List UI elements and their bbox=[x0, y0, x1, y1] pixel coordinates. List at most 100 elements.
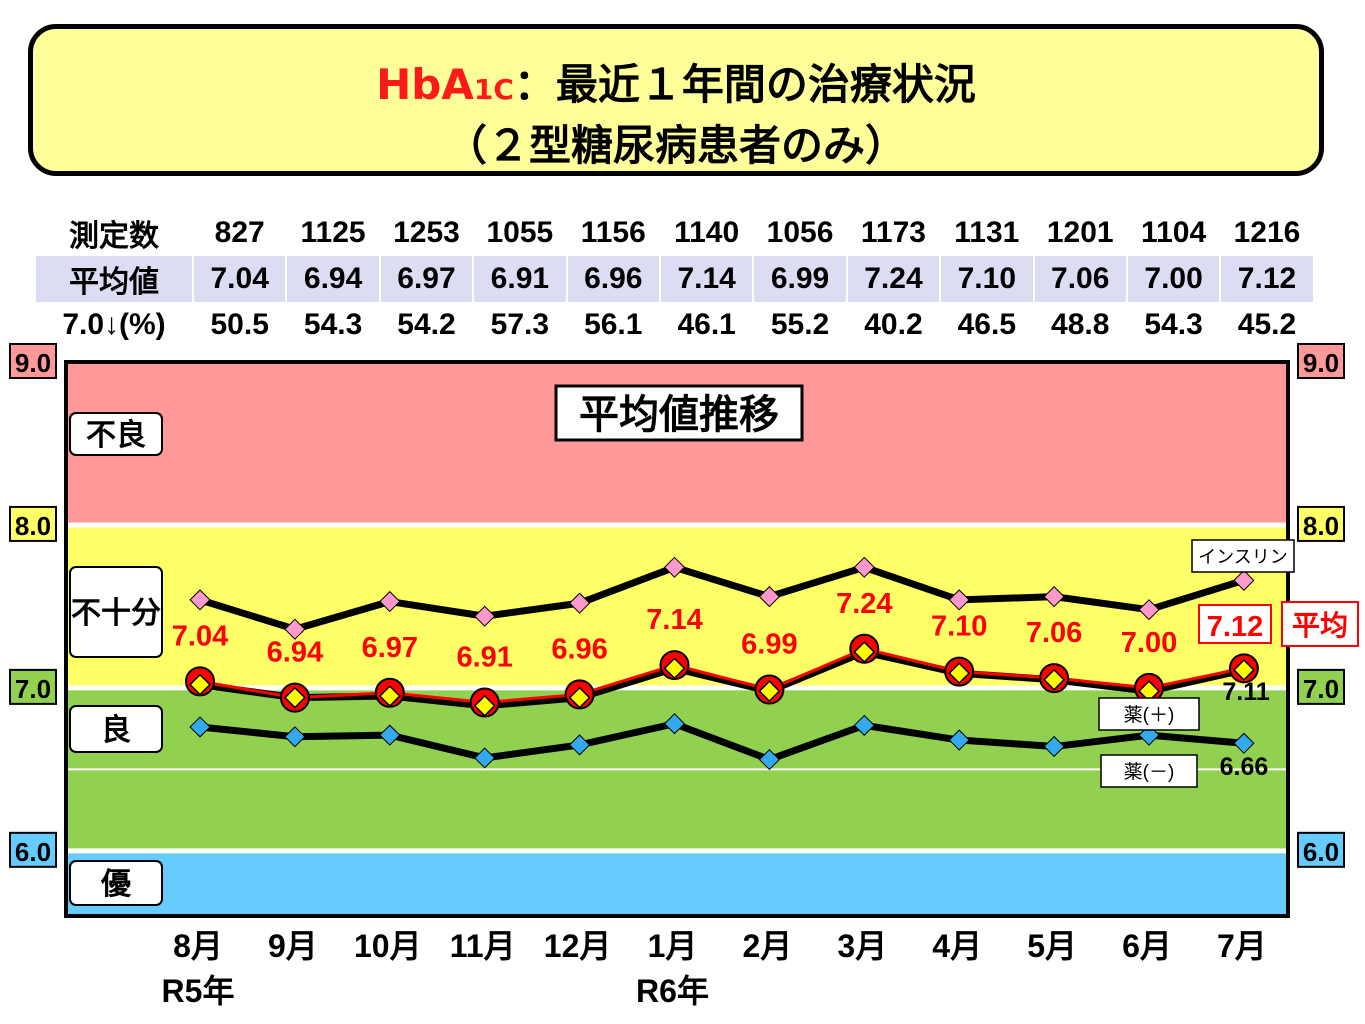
title-text: ：最近１年間の治療状況 bbox=[513, 60, 976, 109]
cell: 827 bbox=[191, 210, 287, 256]
cell: 40.2 bbox=[845, 302, 941, 348]
x-tick-label: 6月 bbox=[1122, 928, 1172, 964]
point-plus bbox=[758, 680, 781, 703]
data-label-average: 7.00 bbox=[1121, 627, 1177, 659]
title-line-1: HbA1C：最近１年間の治療状況 bbox=[33, 59, 1319, 116]
point-insulin bbox=[284, 618, 306, 640]
series-line-minus bbox=[199, 720, 1245, 764]
x-tick-label: 2月 bbox=[742, 928, 792, 964]
x-tick-label: 3月 bbox=[837, 928, 887, 964]
end-label-plus: 7.11 bbox=[1222, 678, 1269, 706]
row-label: 7.0↓(%) bbox=[34, 302, 193, 348]
cell: 7.12 bbox=[1219, 256, 1313, 302]
cell: 45.2 bbox=[1219, 302, 1313, 348]
zone-label-box bbox=[69, 860, 163, 906]
x-year-label: R5年 bbox=[162, 973, 235, 1009]
cell: 1125 bbox=[285, 210, 380, 256]
y-tick-label-right: 8.0 bbox=[1303, 511, 1339, 541]
y-tick-label-left: 7.0 bbox=[15, 674, 51, 704]
zone-label-box bbox=[69, 705, 163, 753]
point-minus bbox=[948, 729, 970, 751]
legend-box-minus bbox=[1100, 754, 1198, 788]
y-tick-label-right: 7.0 bbox=[1303, 674, 1339, 704]
data-label-average: 7.14 bbox=[646, 604, 702, 636]
point-plus bbox=[568, 686, 591, 709]
legend-label-insulin: インスリン bbox=[1198, 547, 1288, 567]
cell: 1104 bbox=[1125, 210, 1221, 256]
series-line-average bbox=[199, 647, 1245, 705]
data-label-average: 6.99 bbox=[741, 629, 797, 661]
point-minus bbox=[663, 713, 686, 735]
legend-label-minus: 薬(－) bbox=[1124, 761, 1175, 783]
series-line-insulin bbox=[198, 563, 1245, 633]
data-label-average: 7.12 bbox=[1207, 611, 1263, 643]
row-label: 平均値 bbox=[34, 256, 193, 302]
legend-label-plus: 薬(＋) bbox=[1124, 704, 1175, 726]
y-tick-box-right bbox=[1297, 668, 1345, 705]
zone-label-box bbox=[69, 412, 163, 456]
point-insulin bbox=[758, 586, 781, 608]
cell: 1156 bbox=[565, 210, 660, 256]
x-tick-label: 11月 bbox=[450, 928, 516, 964]
title-hba: HbA bbox=[376, 60, 474, 109]
y-tick-box-left bbox=[9, 343, 57, 379]
cell: 6.97 bbox=[378, 256, 474, 302]
point-insulin bbox=[663, 556, 686, 578]
zone-label: 良 bbox=[101, 713, 131, 747]
legend-box-plus bbox=[1098, 697, 1200, 731]
legend-label-average: 平均 bbox=[1292, 610, 1348, 641]
data-label-average: 7.06 bbox=[1026, 617, 1082, 649]
cell: 54.2 bbox=[378, 302, 474, 348]
cell: 54.3 bbox=[285, 302, 380, 348]
point-plus bbox=[378, 685, 401, 707]
point-minus bbox=[568, 734, 591, 756]
data-label-average: 6.96 bbox=[551, 633, 607, 665]
cell: 1056 bbox=[752, 210, 847, 256]
stats-row-mean: 平均値 7.04 6.94 6.97 6.91 6.96 7.14 6.99 7… bbox=[34, 256, 1313, 302]
cell: 7.10 bbox=[939, 256, 1034, 302]
data-label-average: 7.04 bbox=[172, 620, 228, 652]
x-tick-label: 12月 bbox=[544, 928, 612, 964]
point-plus bbox=[663, 657, 686, 680]
cell: 55.2 bbox=[752, 302, 847, 348]
cell: 46.5 bbox=[939, 302, 1034, 348]
cell: 46.1 bbox=[658, 302, 754, 348]
point-minus bbox=[1233, 732, 1255, 754]
point-plus bbox=[1138, 680, 1160, 703]
cell: 57.3 bbox=[472, 302, 567, 348]
point-insulin bbox=[568, 592, 591, 614]
data-label-box-average-last bbox=[1198, 604, 1272, 644]
cell: 1131 bbox=[939, 210, 1034, 256]
data-label-average: 7.10 bbox=[931, 611, 987, 643]
data-label-average: 7.24 bbox=[836, 588, 892, 620]
data-label-average: 6.91 bbox=[456, 642, 512, 674]
point-insulin bbox=[1138, 599, 1160, 621]
point-plus bbox=[283, 686, 306, 709]
stats-row-percent: 7.0↓(%) 50.5 54.3 54.2 57.3 56.1 46.1 55… bbox=[34, 302, 1313, 348]
cell: 56.1 bbox=[565, 302, 660, 348]
point-insulin bbox=[1043, 586, 1065, 608]
point-insulin bbox=[853, 556, 875, 578]
cell: 6.94 bbox=[285, 256, 380, 302]
cell: 1173 bbox=[845, 210, 941, 256]
x-tick-label: 10月 bbox=[354, 928, 422, 964]
stats-row-count: 測定数 827 1125 1253 1055 1156 1140 1056 11… bbox=[34, 210, 1313, 256]
cell: 50.5 bbox=[191, 302, 287, 348]
title-hba-sub: 1C bbox=[473, 73, 514, 106]
cell: 1140 bbox=[658, 210, 754, 256]
zone-label-box bbox=[69, 566, 163, 658]
x-tick-label: 1月 bbox=[648, 928, 698, 964]
x-year-label: R6年 bbox=[636, 973, 709, 1009]
cell: 54.3 bbox=[1125, 302, 1221, 348]
cell: 7.00 bbox=[1125, 256, 1221, 302]
point-insulin bbox=[474, 605, 496, 627]
chart-title: 平均値推移 bbox=[579, 393, 779, 437]
y-tick-box-right bbox=[1297, 831, 1345, 868]
x-tick-label: 5月 bbox=[1027, 928, 1077, 964]
end-label-minus: 6.66 bbox=[1220, 753, 1269, 781]
cell: 7.04 bbox=[191, 256, 287, 302]
chart-title-box bbox=[554, 384, 804, 442]
point-minus bbox=[379, 724, 401, 746]
cell: 1253 bbox=[378, 210, 474, 256]
y-tick-box-left bbox=[9, 505, 57, 542]
